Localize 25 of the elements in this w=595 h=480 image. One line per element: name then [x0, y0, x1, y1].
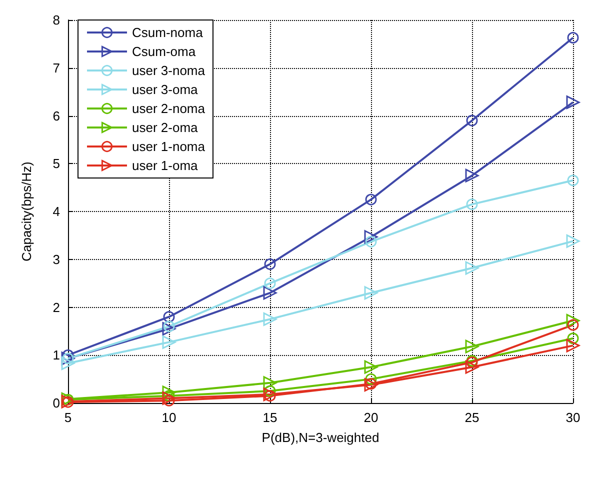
y-tick-label: 8	[52, 12, 60, 28]
legend-label: user 2-oma	[132, 120, 199, 135]
legend-label: user 2-noma	[132, 101, 206, 116]
legend-label: user 1-oma	[132, 158, 199, 173]
y-tick-label: 3	[52, 252, 60, 267]
x-tick-label: 5	[64, 410, 72, 425]
x-tick-label: 15	[262, 410, 278, 425]
y-tick-label: 2	[52, 300, 60, 315]
y-axis-title: Capacity(bps/Hz)	[19, 162, 34, 262]
y-tick-label: 7	[52, 60, 60, 76]
y-tick-label: 1	[52, 348, 60, 363]
y-tick-label: 6	[52, 108, 60, 124]
x-tick-label: 30	[566, 410, 580, 425]
x-tick-label: 25	[464, 410, 480, 425]
x-axis-title: P(dB),N=3-weighted	[262, 430, 380, 445]
legend-label: user 3-noma	[132, 63, 206, 78]
legend-label: user 1-noma	[132, 139, 206, 154]
x-tick-label: 20	[364, 410, 378, 425]
y-tick-label: 0	[52, 396, 60, 410]
legend-label: Csum-oma	[132, 44, 196, 59]
y-tick-label: 4	[52, 204, 60, 219]
x-tick-label: 10	[162, 410, 176, 425]
legend-label: Csum-noma	[132, 25, 204, 40]
y-tick-label: 5	[52, 156, 60, 172]
legend-label: user 3-oma	[132, 82, 199, 97]
